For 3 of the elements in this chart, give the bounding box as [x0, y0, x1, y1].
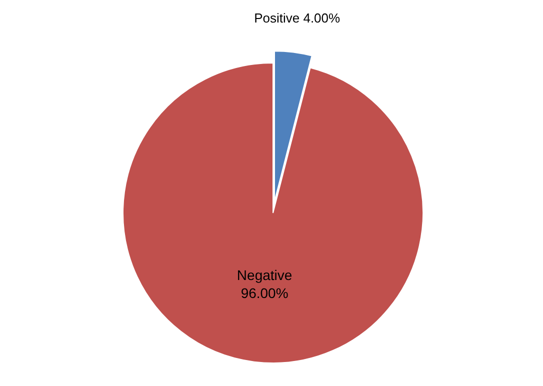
slice-label: Negative: [236, 266, 292, 283]
data-label: 96.00%: [240, 284, 288, 301]
slice-label: Positive 4.00%: [254, 10, 340, 26]
